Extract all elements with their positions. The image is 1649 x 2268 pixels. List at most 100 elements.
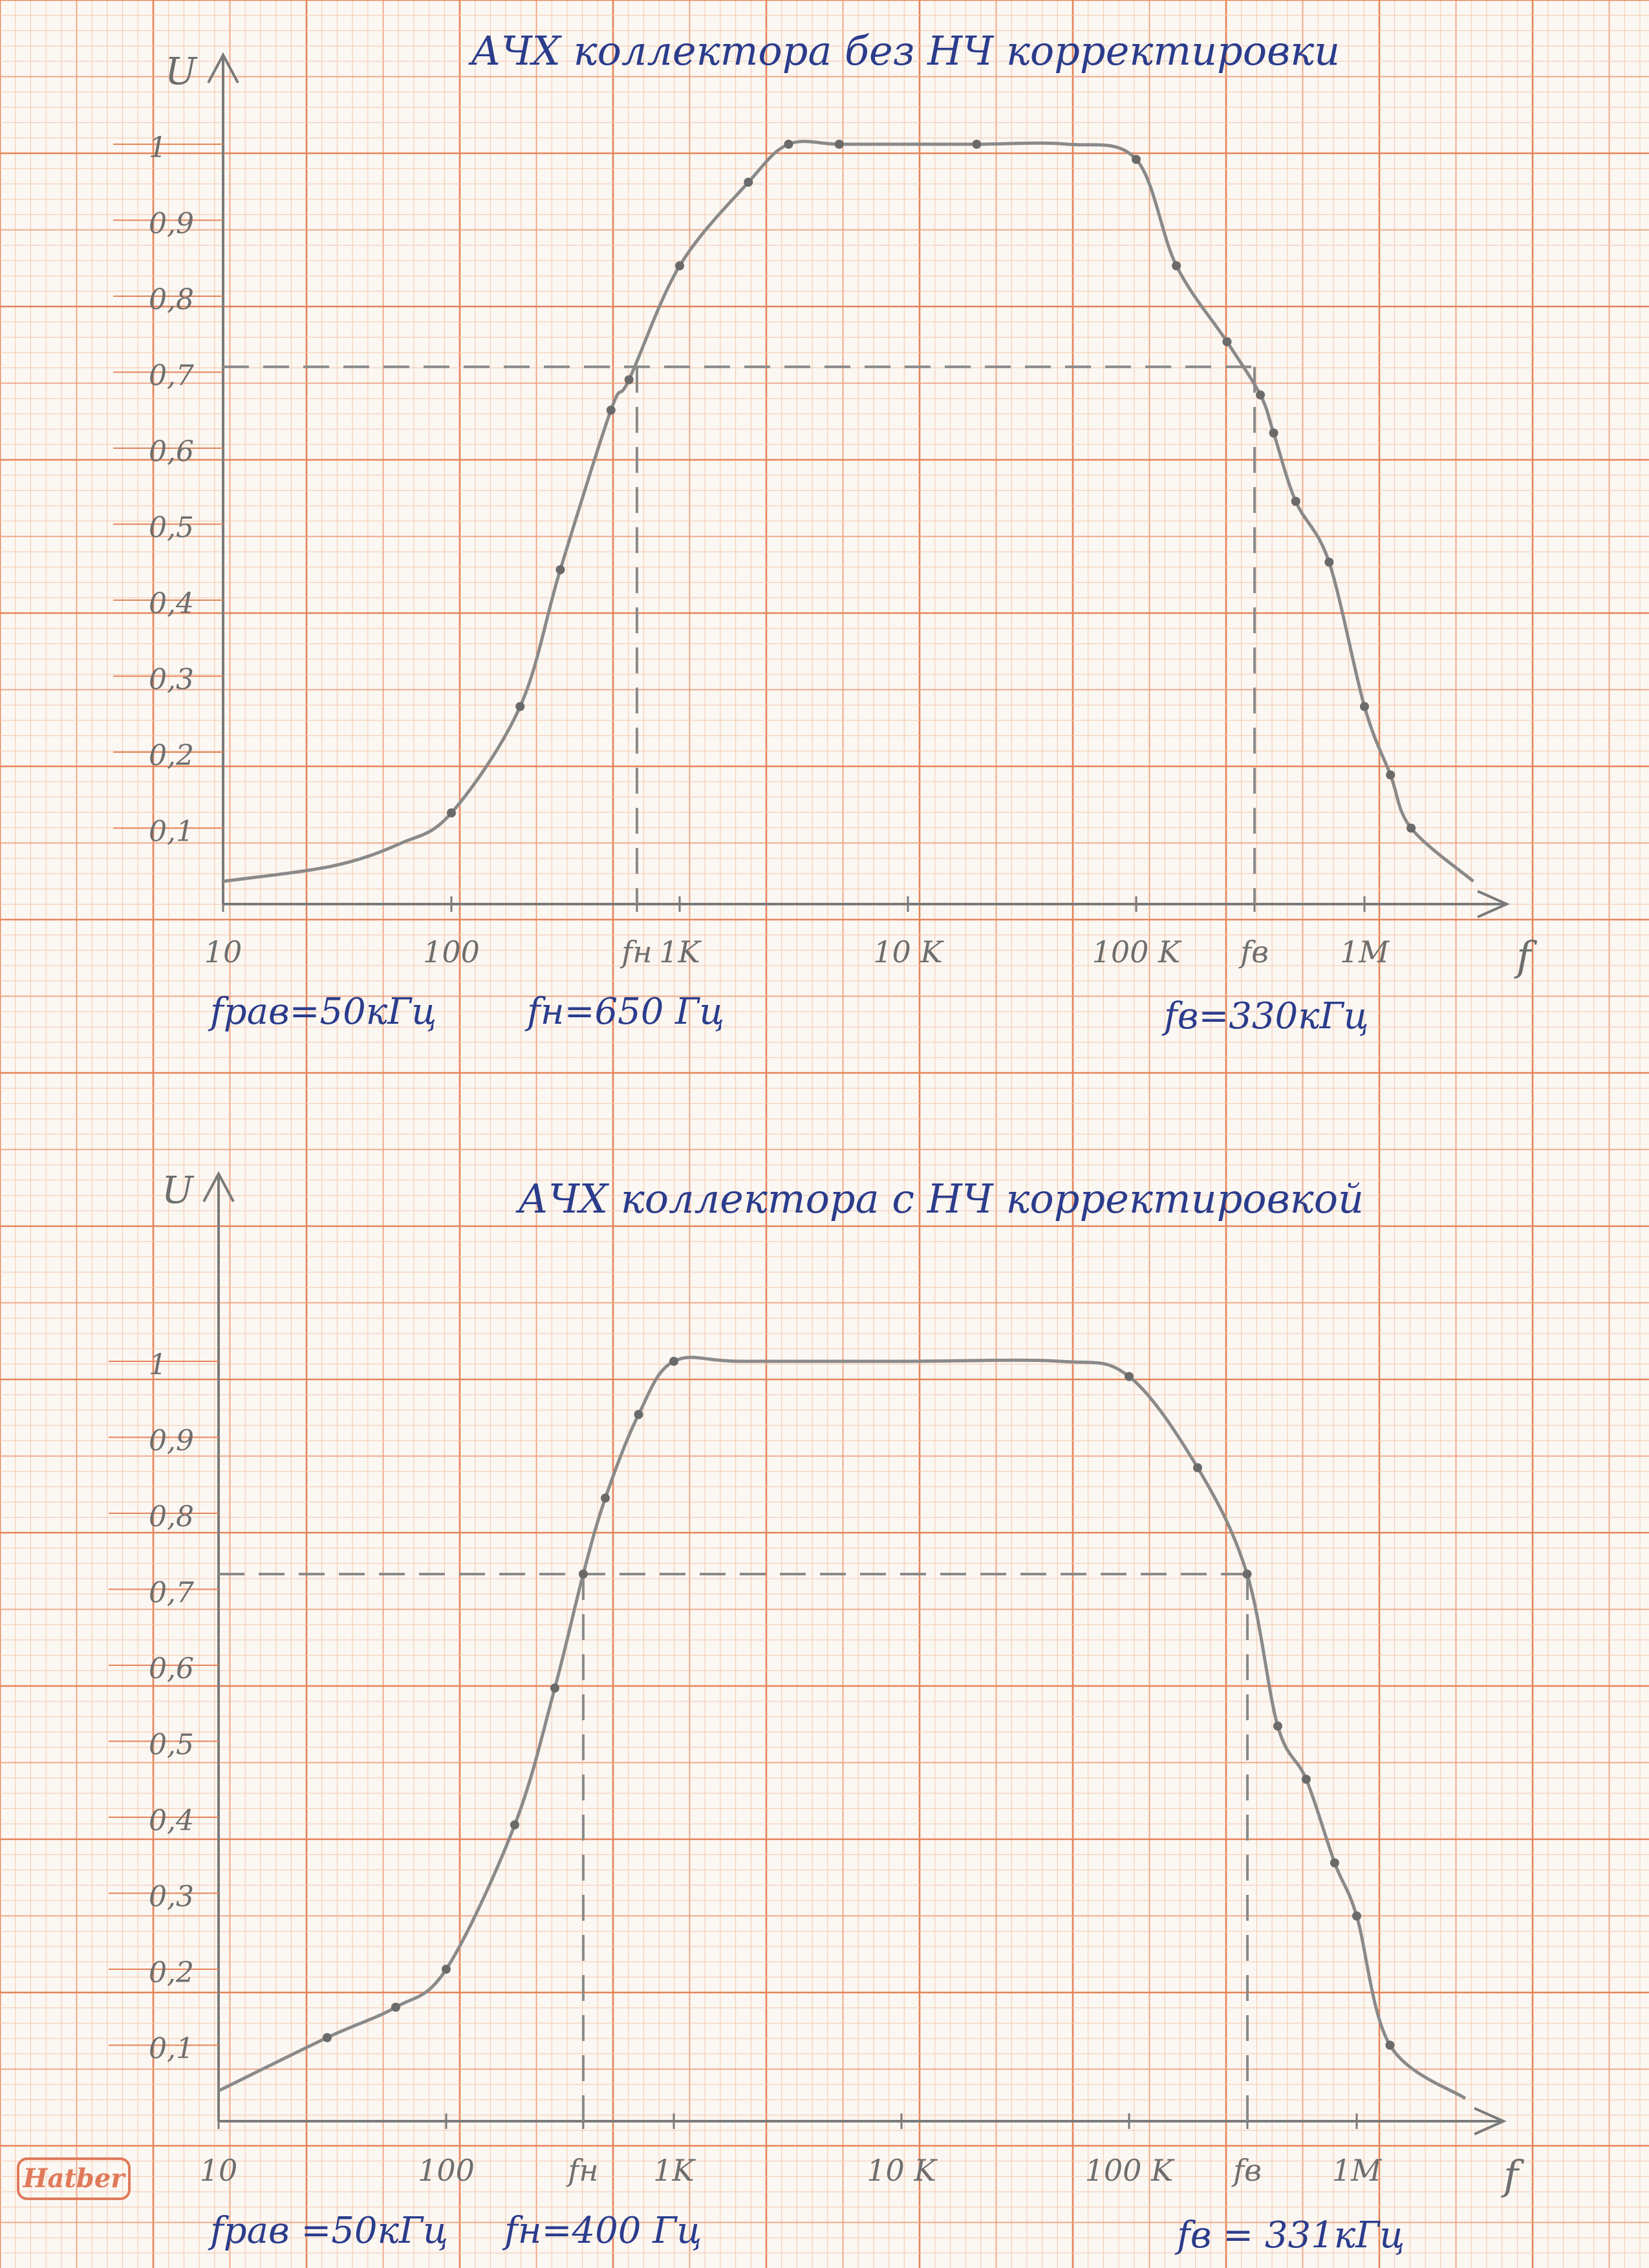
results-annotations: fрав=50кГц fн=650 Гц fв=330кГц xyxy=(208,991,1369,1037)
y-tick-label: 0,3 xyxy=(149,664,194,697)
data-point xyxy=(1324,557,1334,567)
data-point xyxy=(1406,823,1416,833)
y-tick-label: 0,8 xyxy=(149,283,194,316)
data-point xyxy=(550,1683,559,1693)
data-point xyxy=(1301,1775,1311,1784)
y-tick-label: 0,6 xyxy=(149,1652,194,1685)
x-tick-label: fн xyxy=(566,2153,598,2188)
cutoff-guides xyxy=(219,1573,1249,2121)
x-tick-label: 1M xyxy=(1332,2153,1383,2188)
frequency-response-chart-with-correction: АЧХ коллектора с НЧ корректировкой U f 0… xyxy=(109,1168,1525,2256)
annotation-low-cutoff: fн=650 Гц xyxy=(524,991,724,1033)
x-tick-labels: 10 100 fн 1K 10 K 100 K fв 1M xyxy=(204,896,1390,969)
y-tick-label: 0,1 xyxy=(149,2033,194,2066)
chart-title: АЧХ коллектора без НЧ корректировки xyxy=(468,27,1340,74)
y-tick-label: 0,2 xyxy=(149,1956,194,1989)
y-tick-label: 0,7 xyxy=(149,360,194,393)
data-point xyxy=(1242,1570,1252,1579)
data-point xyxy=(744,177,753,187)
results-annotations: fрав =50кГц fн=400 Гц fв = 331кГц xyxy=(208,2210,1405,2256)
data-point xyxy=(1273,1722,1282,1731)
x-tick-label: 100 xyxy=(418,2153,475,2188)
y-tick-label: 0,6 xyxy=(149,435,194,468)
response-curve xyxy=(217,1355,1467,2100)
y-tick-label: 0,9 xyxy=(149,208,194,241)
data-point xyxy=(669,1357,678,1366)
data-point xyxy=(1360,702,1369,711)
data-point xyxy=(1222,337,1232,347)
annotation-resonance-frequency: fрав =50кГц xyxy=(208,2210,448,2252)
y-tick-label: 0,7 xyxy=(149,1577,194,1610)
data-point xyxy=(601,1493,610,1503)
y-axis-arrow xyxy=(207,52,239,83)
data-point xyxy=(1192,1463,1202,1473)
data-point xyxy=(447,808,456,817)
y-tick-labels: 0,1 0,2 0,3 0,4 0,5 0,6 0,7 0,8 0,9 1 xyxy=(113,131,223,848)
x-tick-label: 1K xyxy=(653,2153,696,2188)
data-point xyxy=(1125,1372,1134,1381)
x-tick-label: 1K xyxy=(659,934,702,969)
data-point xyxy=(442,1965,451,1974)
y-axis-label: U xyxy=(162,1168,195,1212)
data-point xyxy=(555,565,565,574)
data-point xyxy=(1269,428,1278,438)
hatber-logo: Hatber xyxy=(17,2157,131,2200)
x-tick-label: fв xyxy=(1231,2153,1262,2188)
y-tick-label: 0,1 xyxy=(149,815,194,848)
logo-frame xyxy=(17,2157,131,2200)
y-tick-label: 0,8 xyxy=(149,1500,194,1533)
y-axis: U xyxy=(162,1168,235,2121)
x-tick-label: 10 K xyxy=(873,934,944,969)
y-tick-labels: 0,1 0,2 0,3 0,4 0,5 0,6 0,7 0,8 0,9 1 xyxy=(109,1348,219,2066)
y-tick-label: 1 xyxy=(149,1348,167,1381)
y-tick-label: 0,4 xyxy=(149,587,194,620)
annotation-high-cutoff: fв=330кГц xyxy=(1161,995,1369,1037)
cutoff-guides xyxy=(223,365,1256,904)
y-tick-label: 0,2 xyxy=(149,739,194,772)
data-point xyxy=(1330,1858,1339,1868)
y-tick-label: 0,5 xyxy=(149,512,194,545)
data-point xyxy=(1256,390,1266,400)
y-tick-label: 1 xyxy=(149,131,167,164)
data-point xyxy=(1386,770,1396,780)
data-point xyxy=(1172,261,1181,270)
x-tick-label: fн xyxy=(620,934,652,969)
measured-points xyxy=(322,1357,1395,2050)
y-tick-label: 0,3 xyxy=(149,1881,194,1914)
data-point xyxy=(1352,1911,1361,1921)
data-point xyxy=(391,2002,400,2012)
x-tick-label: 100 K xyxy=(1085,2153,1175,2188)
x-tick-label: 10 K xyxy=(867,2153,938,2188)
annotation-low-cutoff: fн=400 Гц xyxy=(502,2210,702,2252)
x-axis-arrow xyxy=(1474,2107,1507,2135)
data-point xyxy=(606,405,616,415)
data-point xyxy=(578,1570,588,1579)
y-axis-label: U xyxy=(165,49,198,93)
y-axis: U xyxy=(165,49,239,904)
data-point xyxy=(515,702,525,711)
x-tick-label: 100 xyxy=(423,934,480,969)
data-point xyxy=(634,1410,643,1420)
y-tick-label: 0,9 xyxy=(149,1425,194,1458)
data-point xyxy=(322,2033,332,2042)
data-point xyxy=(1291,497,1300,506)
annotation-high-cutoff: fв = 331кГц xyxy=(1174,2214,1405,2256)
measured-points xyxy=(447,140,1416,833)
logo-text: Hatber xyxy=(23,2163,127,2194)
y-tick-label: 0,4 xyxy=(149,1804,194,1837)
x-tick-label: 1M xyxy=(1340,934,1390,969)
x-tick-label: fв xyxy=(1238,934,1269,969)
x-tick-label: 10 xyxy=(204,934,242,969)
data-point xyxy=(1132,155,1141,164)
data-point xyxy=(834,140,844,149)
data-point xyxy=(1385,2040,1395,2050)
y-axis-arrow xyxy=(202,1171,235,1202)
chart-title: АЧХ коллектора с НЧ корректировкой xyxy=(515,1175,1364,1222)
data-point xyxy=(675,261,684,270)
x-tick-label: 100 K xyxy=(1092,934,1182,969)
frequency-response-chart-without-correction: АЧХ коллектора без НЧ корректировки U f … xyxy=(113,27,1538,1037)
y-tick-label: 0,5 xyxy=(149,1729,194,1762)
